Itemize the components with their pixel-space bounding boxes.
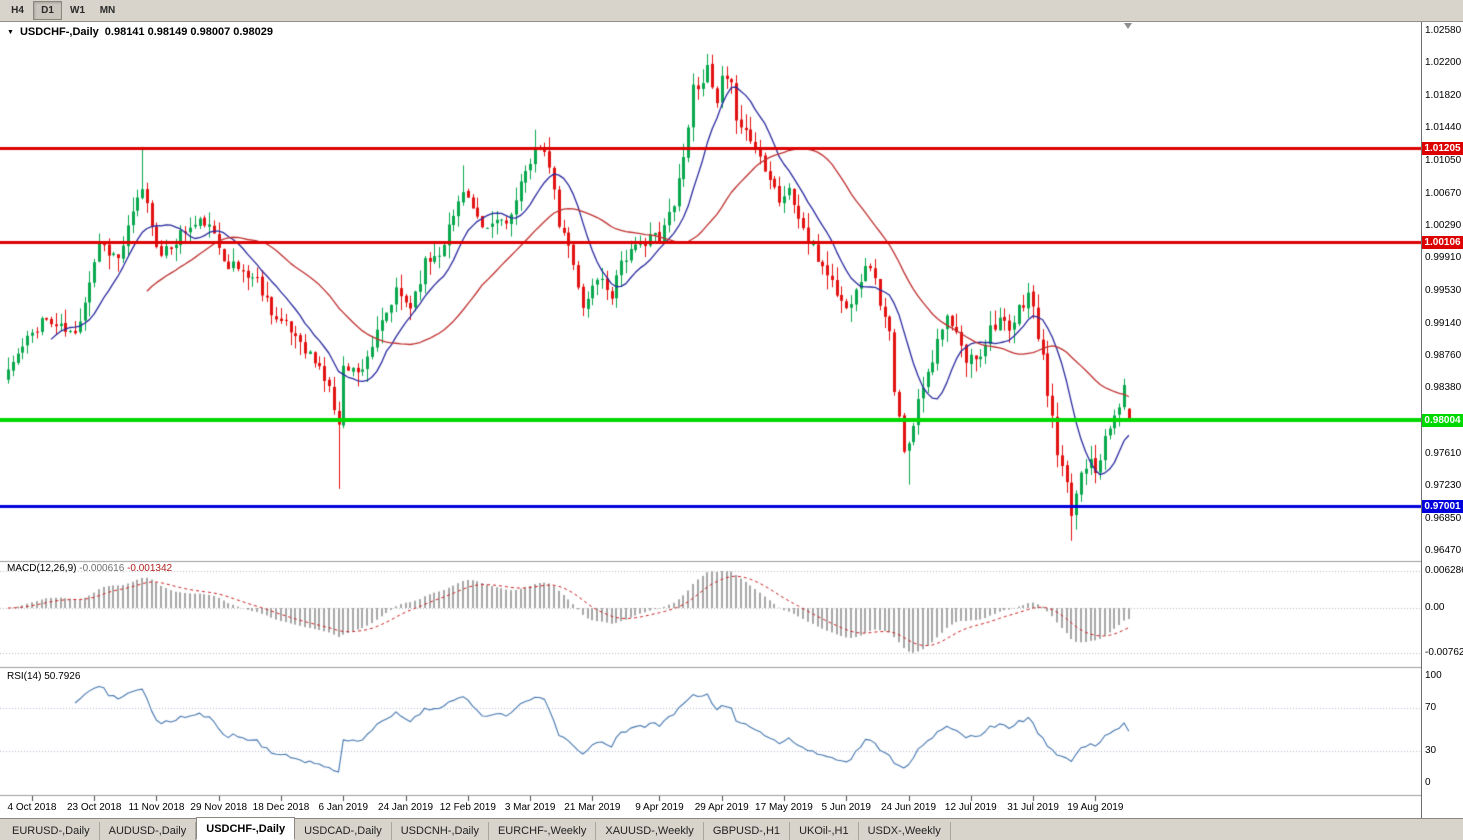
- rsi-value: 50.7926: [44, 671, 81, 682]
- price-axis-label: 0.99140: [1425, 317, 1462, 329]
- chart-plot-canvas[interactable]: [0, 22, 1421, 818]
- date-axis-label: 12 Feb 2019: [439, 802, 496, 813]
- date-axis-label: 23 Oct 2018: [66, 802, 122, 813]
- price-axis-label: 1.01820: [1425, 89, 1462, 101]
- tab-usdchf-daily[interactable]: USDCHF-,Daily: [196, 817, 296, 840]
- date-axis-label: 3 Mar 2019: [504, 802, 556, 813]
- price-axis-label: 0.98380: [1425, 382, 1462, 394]
- price-axis-label: 1.00290: [1425, 219, 1462, 231]
- price-axis-label: 1.01050: [1425, 155, 1462, 167]
- price-axis-label: 0.97230: [1425, 480, 1462, 492]
- tab-eurusd-daily[interactable]: EURUSD-,Daily: [3, 822, 100, 840]
- date-axis-label: 24 Jun 2019: [880, 802, 937, 813]
- price-axis-label: 0.98760: [1425, 350, 1462, 362]
- price-line-badge: 0.97001: [1422, 499, 1463, 513]
- price-axis-label: 1.02200: [1425, 57, 1462, 69]
- rsi-label: RSI(14) 50.7926: [7, 671, 80, 682]
- macd-axis-label: 0.006286: [1425, 565, 1463, 576]
- macd-label: MACD(12,26,9) -0.000616 -0.001342: [7, 563, 172, 574]
- date-axis-label: 29 Apr 2019: [694, 802, 749, 813]
- chart-menu-icon[interactable]: ▼: [7, 28, 14, 36]
- tab-usdcad-daily[interactable]: USDCAD-,Daily: [295, 822, 392, 840]
- date-axis-label: 11 Nov 2018: [128, 802, 185, 813]
- macd-axis-label: -0.00762: [1425, 646, 1463, 658]
- price-axis-label: 0.99910: [1425, 252, 1462, 264]
- rsi-axis-label: 0: [1425, 777, 1431, 788]
- timeframe-button-h4[interactable]: H4: [11, 5, 24, 16]
- macd-name: MACD(12,26,9): [7, 563, 77, 574]
- chart-window: ▼ USDCHF-,Daily 0.98141 0.98149 0.98007 …: [0, 22, 1463, 818]
- date-axis-label: 19 Aug 2019: [1067, 802, 1124, 813]
- price-axis-label: 1.02580: [1425, 25, 1462, 36]
- date-axis-label: 18 Dec 2018: [252, 802, 310, 813]
- date-axis-label: 17 May 2019: [755, 802, 813, 813]
- price-axis-label: 1.01440: [1425, 122, 1462, 133]
- price-axis-label: 0.97610: [1425, 447, 1462, 459]
- rsi-axis-label: 70: [1425, 702, 1437, 714]
- price-axis-label: 0.96850: [1425, 512, 1462, 524]
- price-axis-label: 0.99530: [1425, 284, 1462, 296]
- tab-xauusd-weekly[interactable]: XAUUSD-,Weekly: [596, 822, 704, 840]
- macd-value-main: -0.000616: [79, 563, 125, 574]
- rsi-name: RSI(14): [7, 671, 42, 682]
- chart-tab-bar: EURUSD-,Daily AUDUSD-,Daily USDCHF-,Daily U…: [0, 817, 1463, 840]
- price-axis-separator: [1421, 22, 1422, 818]
- price-line-badge: 1.01205: [1422, 142, 1463, 155]
- timeframe-button-w1[interactable]: W1: [70, 5, 85, 16]
- macd-axis-label: 0.00: [1425, 602, 1445, 613]
- price-axis-label: 1.00670: [1425, 187, 1462, 199]
- price-line-badge: 0.98004: [1422, 414, 1463, 428]
- chart-shift-marker-icon[interactable]: [1124, 23, 1132, 29]
- date-axis-label: 29 Nov 2018: [190, 802, 248, 813]
- tab-gbpusd-h1[interactable]: GBPUSD-,H1: [704, 822, 791, 840]
- price-line-badge: 1.00106: [1422, 235, 1463, 249]
- timeframe-toolbar: H4 D1 W1 MN: [0, 0, 1463, 22]
- chart-ohlc-values: 0.98141 0.98149 0.98007 0.98029: [104, 26, 273, 38]
- date-axis-label: 24 Jan 2019: [378, 802, 434, 813]
- macd-value-signal: -0.001342: [127, 563, 173, 574]
- timeframe-button-d1[interactable]: D1: [33, 1, 62, 20]
- price-axis-label: 0.96470: [1425, 544, 1462, 556]
- tab-ukoil-h1[interactable]: UKOil-,H1: [790, 822, 859, 840]
- timeframe-button-mn[interactable]: MN: [99, 5, 116, 16]
- date-axis-label: 9 Apr 2019: [635, 802, 684, 813]
- date-axis-label: 12 Jul 2019: [944, 802, 997, 813]
- rsi-axis-label: 30: [1425, 744, 1437, 756]
- rsi-axis-label: 100: [1425, 670, 1442, 681]
- date-axis-label: 5 Jun 2019: [821, 802, 872, 813]
- tab-usdx-weekly[interactable]: USDX-,Weekly: [859, 822, 951, 840]
- tab-audusd-daily[interactable]: AUDUSD-,Daily: [100, 822, 197, 840]
- chart-symbol-period: USDCHF-,Daily: [19, 26, 99, 38]
- date-axis-label: 6 Jan 2019: [318, 802, 369, 813]
- tab-eurchf-weekly[interactable]: EURCHF-,Weekly: [489, 822, 597, 840]
- price-axis[interactable]: 1.02580 1.02200 1.01820 1.01440 1.01050 1.006…: [1422, 22, 1463, 818]
- date-axis-label: 21 Mar 2019: [564, 802, 621, 813]
- chart-title: ▼ USDCHF-,Daily 0.98141 0.98149 0.98007 …: [7, 26, 273, 38]
- date-axis-label: 31 Jul 2019: [1007, 802, 1059, 813]
- tab-usdcnh-daily[interactable]: USDCNH-,Daily: [392, 822, 489, 840]
- date-axis-label: 4 Oct 2018: [7, 802, 57, 813]
